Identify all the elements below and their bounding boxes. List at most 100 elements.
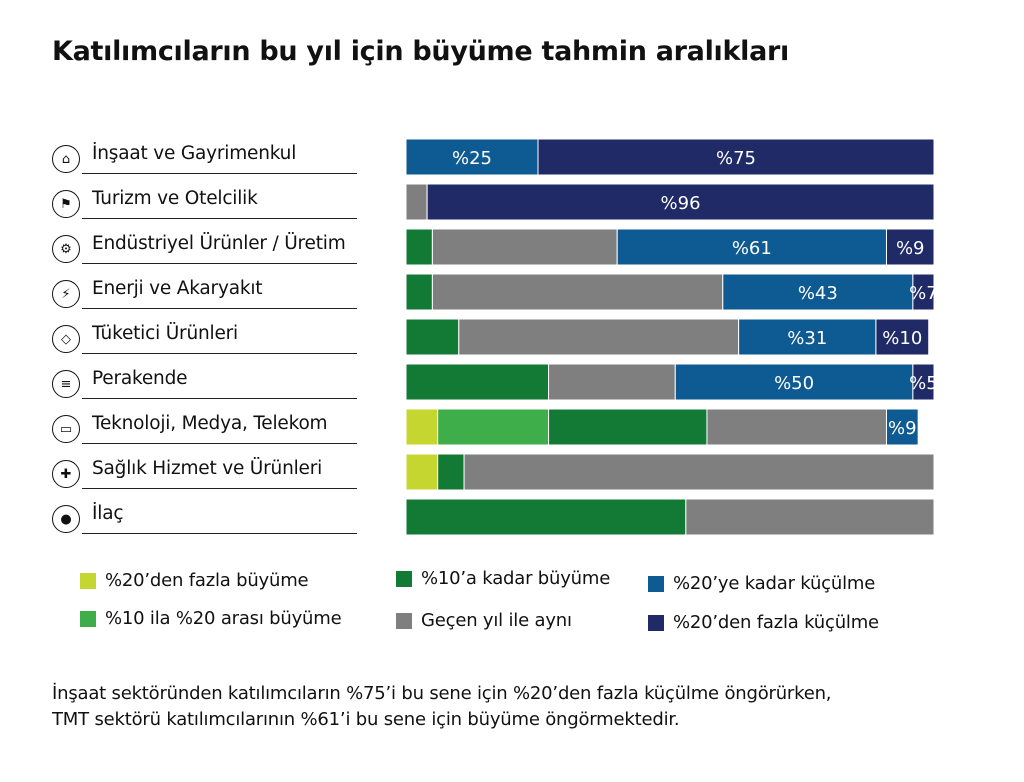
category-underline [82, 173, 357, 174]
category-row: ▭ Teknoloji, Medya, Telekom [52, 409, 392, 445]
category-underline [82, 488, 357, 489]
stacked-bar-chart: %25 %75 %96 %61 %9 %43 %7 %31 %10 %50 %5 %9 [405, 138, 938, 536]
data-label: %31 [787, 328, 827, 349]
bar-segment [885, 228, 935, 266]
legend-item: %10’a kadar büyüme [396, 568, 610, 589]
category-row: ≡ Perakende [52, 364, 392, 400]
category-underline [82, 308, 357, 309]
industry-gear-icon: ⚙ [52, 235, 80, 263]
category-label: Endüstriyel Ürünler / Üretim [92, 233, 346, 254]
bar-segment [706, 408, 887, 446]
legend-swatch [396, 612, 412, 629]
bar-segment [405, 363, 550, 401]
data-label: %43 [798, 283, 838, 304]
legend-label: %10’a kadar büyüme [421, 568, 611, 589]
category-row: ⌂ İnşaat ve Gayrimenkul [52, 139, 392, 175]
tourism-icon: ⚑ [52, 190, 80, 218]
category-underline [82, 353, 357, 354]
legend-swatch [648, 575, 664, 592]
bar-segment [912, 363, 935, 401]
legend-label: %20’ye kadar küçülme [673, 573, 876, 594]
retail-cart-icon: ≡ [52, 370, 80, 398]
category-label: Turizm ve Otelcilik [92, 188, 258, 209]
footnote: İnşaat sektöründen katılımcıların %75’i … [52, 681, 982, 733]
bar-segment [463, 453, 935, 491]
legend-label: %20’den fazla küçülme [673, 612, 879, 633]
category-label: İnşaat ve Gayrimenkul [92, 143, 297, 164]
data-label: %5 [909, 373, 938, 394]
legend-item: %20’den fazla küçülme [648, 612, 879, 633]
bar-segment [875, 318, 930, 356]
legend-item: Geçen yıl ile aynı [396, 610, 572, 631]
pill-icon: ● [52, 505, 80, 533]
data-label: %75 [716, 148, 756, 169]
bar-segment [722, 273, 914, 311]
bar-segment [405, 228, 433, 266]
category-row: ⚙ Endüstriyel Ürünler / Üretim [52, 229, 392, 265]
laptop-icon: ▭ [52, 415, 80, 443]
category-underline [82, 533, 357, 534]
bar-segment [548, 363, 676, 401]
data-label: %9 [896, 238, 925, 259]
category-row: ◇ Tüketici Ürünleri [52, 319, 392, 355]
bar-segment [437, 453, 465, 491]
footnote-line-2: TMT sektörü katılımcılarının %61’i bu se… [52, 709, 680, 730]
construction-icon: ⌂ [52, 145, 80, 173]
bar-segment [405, 408, 439, 446]
data-label: %50 [774, 373, 814, 394]
bar-segment [405, 453, 439, 491]
legend-swatch [80, 610, 96, 627]
bar-segment [616, 228, 887, 266]
category-label: Tüketici Ürünleri [92, 323, 238, 344]
category-label: İlaç [92, 503, 124, 524]
hospital-icon: ✚ [52, 460, 80, 488]
category-label: Teknoloji, Medya, Telekom [92, 413, 328, 434]
footnote-line-1: İnşaat sektöründen katılımcıların %75’i … [52, 683, 832, 704]
category-underline [82, 263, 357, 264]
consumer-tag-icon: ◇ [52, 325, 80, 353]
energy-icon: ⚡ [52, 280, 80, 308]
category-underline [82, 218, 357, 219]
bar-segment [458, 318, 740, 356]
data-label: %25 [452, 148, 492, 169]
category-label: Sağlık Hizmet ve Ürünleri [92, 458, 323, 479]
legend-label: %10 ila %20 arası büyüme [105, 608, 342, 629]
data-label: %9 [888, 418, 917, 439]
legend-swatch [396, 570, 412, 587]
legend-swatch [80, 572, 96, 589]
bar-segment [885, 408, 919, 446]
category-row: ⚡ Enerji ve Akaryakıt [52, 274, 392, 310]
legend-label: %20’den fazla büyüme [105, 570, 309, 591]
category-row: ✚ Sağlık Hizmet ve Ürünleri [52, 454, 392, 490]
bar-segment [431, 273, 724, 311]
bar-segment [674, 363, 914, 401]
category-row: ⚑ Turizm ve Otelcilik [52, 184, 392, 220]
bar-segment [405, 183, 428, 221]
bar-segment [912, 273, 935, 311]
bar-segment [738, 318, 877, 356]
category-underline [82, 443, 357, 444]
bar-segment [426, 183, 935, 221]
data-label: %96 [661, 193, 701, 214]
category-label: Perakende [92, 368, 188, 389]
bar-segment [405, 498, 687, 536]
legend-swatch [648, 614, 664, 631]
category-row: ● İlaç [52, 499, 392, 535]
legend-item: %20’den fazla büyüme [80, 570, 309, 591]
data-label: %61 [732, 238, 772, 259]
legend-label: Geçen yıl ile aynı [421, 610, 572, 631]
data-label: %10 [882, 328, 922, 349]
category-underline [82, 398, 357, 399]
bar-segment [685, 498, 935, 536]
bar-segment [537, 138, 935, 176]
bar-segment [437, 408, 550, 446]
category-label: Enerji ve Akaryakıt [92, 278, 263, 299]
chart-title: Katılımcıların bu yıl için büyüme tahmin… [52, 36, 790, 67]
bar-segment [431, 228, 618, 266]
legend: %20’den fazla büyüme %10 ila %20 arası bü… [80, 568, 960, 648]
bar-segment [405, 273, 433, 311]
bar-segment [405, 318, 460, 356]
bar-segment [548, 408, 708, 446]
data-label: %7 [909, 283, 938, 304]
legend-item: %20’ye kadar küçülme [648, 573, 875, 594]
